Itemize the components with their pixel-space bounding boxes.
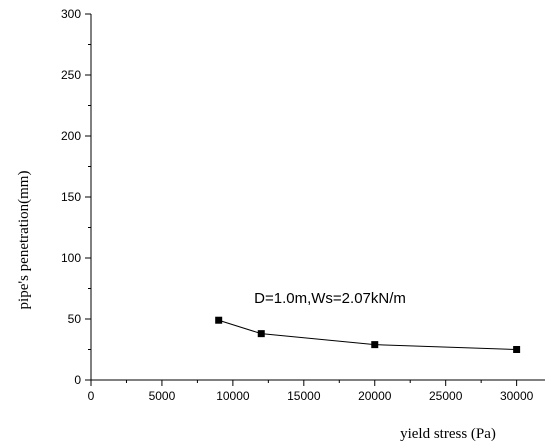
x-ticks: 0 5000 10000 15000 20000 25000 30000 [88,380,534,403]
series-line [218,319,517,350]
y-tick-label: 100 [61,251,81,265]
data-point-marker [215,316,223,324]
y-axis-label: pipe's penetration(mm) [16,171,32,310]
y-tick-label: 0 [74,373,81,387]
y-tick-label: 150 [61,190,81,204]
x-axis-label: yield stress (Pa) [400,426,496,442]
series-annotation: D=1.0m,Ws=2.07kN/m [254,290,406,307]
x-tick-label: 5000 [149,389,176,403]
x-tick-label: 30000 [500,389,534,403]
y-tick-label: 300 [61,7,81,21]
plot-area [215,316,521,353]
x-tick-label: 25000 [429,389,463,403]
x-tick-label: 0 [88,389,95,403]
y-ticks: 0 50 100 150 200 250 300 [61,7,91,387]
y-tick-label: 50 [68,312,82,326]
data-point-marker [257,330,265,338]
axes: 0 5000 10000 15000 20000 25000 30000 0 50 100 150… [61,7,545,403]
data-point-marker [513,346,521,353]
x-tick-label: 10000 [216,389,250,403]
data-point-marker [371,341,379,349]
y-tick-label: 200 [61,129,81,143]
x-tick-label: 15000 [287,389,321,403]
x-tick-label: 20000 [358,389,392,403]
y-tick-label: 250 [61,68,81,82]
